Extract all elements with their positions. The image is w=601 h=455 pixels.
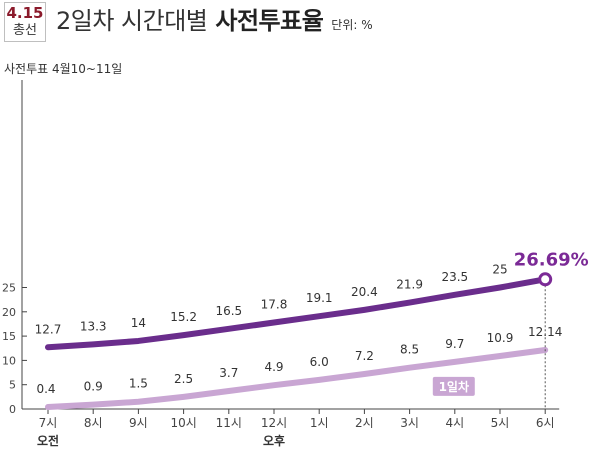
day2-data-label: 25 (492, 263, 507, 277)
final-value-label: 26.69% (514, 249, 589, 270)
period-label: 오후 (263, 433, 285, 448)
day2-data-label: 13.3 (80, 319, 107, 333)
day1-data-label: 4.9 (264, 360, 283, 374)
x-tick-label: 4시 (445, 416, 464, 430)
day1-data-label: 2.5 (174, 372, 193, 386)
x-tick-label: 9시 (129, 416, 148, 430)
title-bold: 사전투표율 (215, 7, 324, 35)
day2-data-label: 14 (131, 316, 146, 330)
final-value-marker (538, 272, 553, 287)
day1-legend-tag (432, 376, 475, 396)
day2-data-label: 20.4 (351, 285, 378, 299)
y-tick-label: 20 (2, 306, 16, 319)
election-badge: 4.15 총선 (4, 2, 46, 42)
x-tick-label: 11시 (216, 416, 242, 430)
day2-data-label: 23.5 (441, 270, 468, 284)
x-tick-label: 6시 (536, 416, 555, 430)
day1-data-label: 6.0 (310, 355, 329, 369)
day2-data-label: 19.1 (306, 291, 333, 305)
period-label: 오전 (37, 433, 59, 448)
day2-data-label: 21.9 (396, 278, 423, 292)
x-tick-label: 7시 (39, 416, 58, 430)
day1-data-label: 7.2 (355, 349, 374, 363)
day1-data-label: 0.4 (36, 382, 55, 396)
chart-title: 2일차 시간대별 사전투표율 단위: % (56, 4, 373, 38)
day1-data-label: 8.5 (400, 343, 419, 357)
y-tick-label: 10 (2, 354, 16, 367)
x-tick-label: 1시 (310, 416, 329, 430)
x-tick-label: 10시 (170, 416, 196, 430)
day2-data-label: 16.5 (215, 304, 242, 318)
title-normal: 2일차 시간대별 (56, 7, 208, 35)
day1-data-label: 0.9 (84, 380, 103, 394)
y-tick-label: 15 (2, 330, 16, 343)
day1-legend-label: 1일차 (439, 379, 469, 394)
y-tick-label: 25 (2, 282, 16, 295)
day2-data-label: 17.8 (261, 297, 288, 311)
x-tick-label: 5시 (491, 416, 510, 430)
x-tick-label: 8시 (84, 416, 103, 430)
chart-subtitle: 사전투표 4월10~11일 (4, 62, 123, 76)
day1-data-label: 12.14 (528, 325, 562, 339)
y-tick-label: 5 (9, 379, 16, 392)
day2-line (45, 276, 549, 351)
day1-data-label: 3.7 (219, 366, 238, 380)
day2-data-label: 15.2 (170, 310, 197, 324)
day1-data-label: 1.5 (129, 377, 148, 391)
y-tick-label: 0 (9, 403, 16, 416)
day1-data-label: 9.7 (445, 337, 464, 351)
unit-label: 단위: % (331, 18, 373, 32)
badge-date: 4.15 (6, 4, 44, 22)
badge-label: 총선 (13, 23, 37, 38)
day1-data-label: 10.9 (487, 331, 514, 345)
day1-line (45, 346, 549, 411)
x-tick-label: 12시 (261, 416, 287, 430)
x-tick-label: 2시 (355, 416, 374, 430)
day2-data-label: 12.7 (35, 322, 62, 336)
x-tick-label: 3시 (400, 416, 419, 430)
